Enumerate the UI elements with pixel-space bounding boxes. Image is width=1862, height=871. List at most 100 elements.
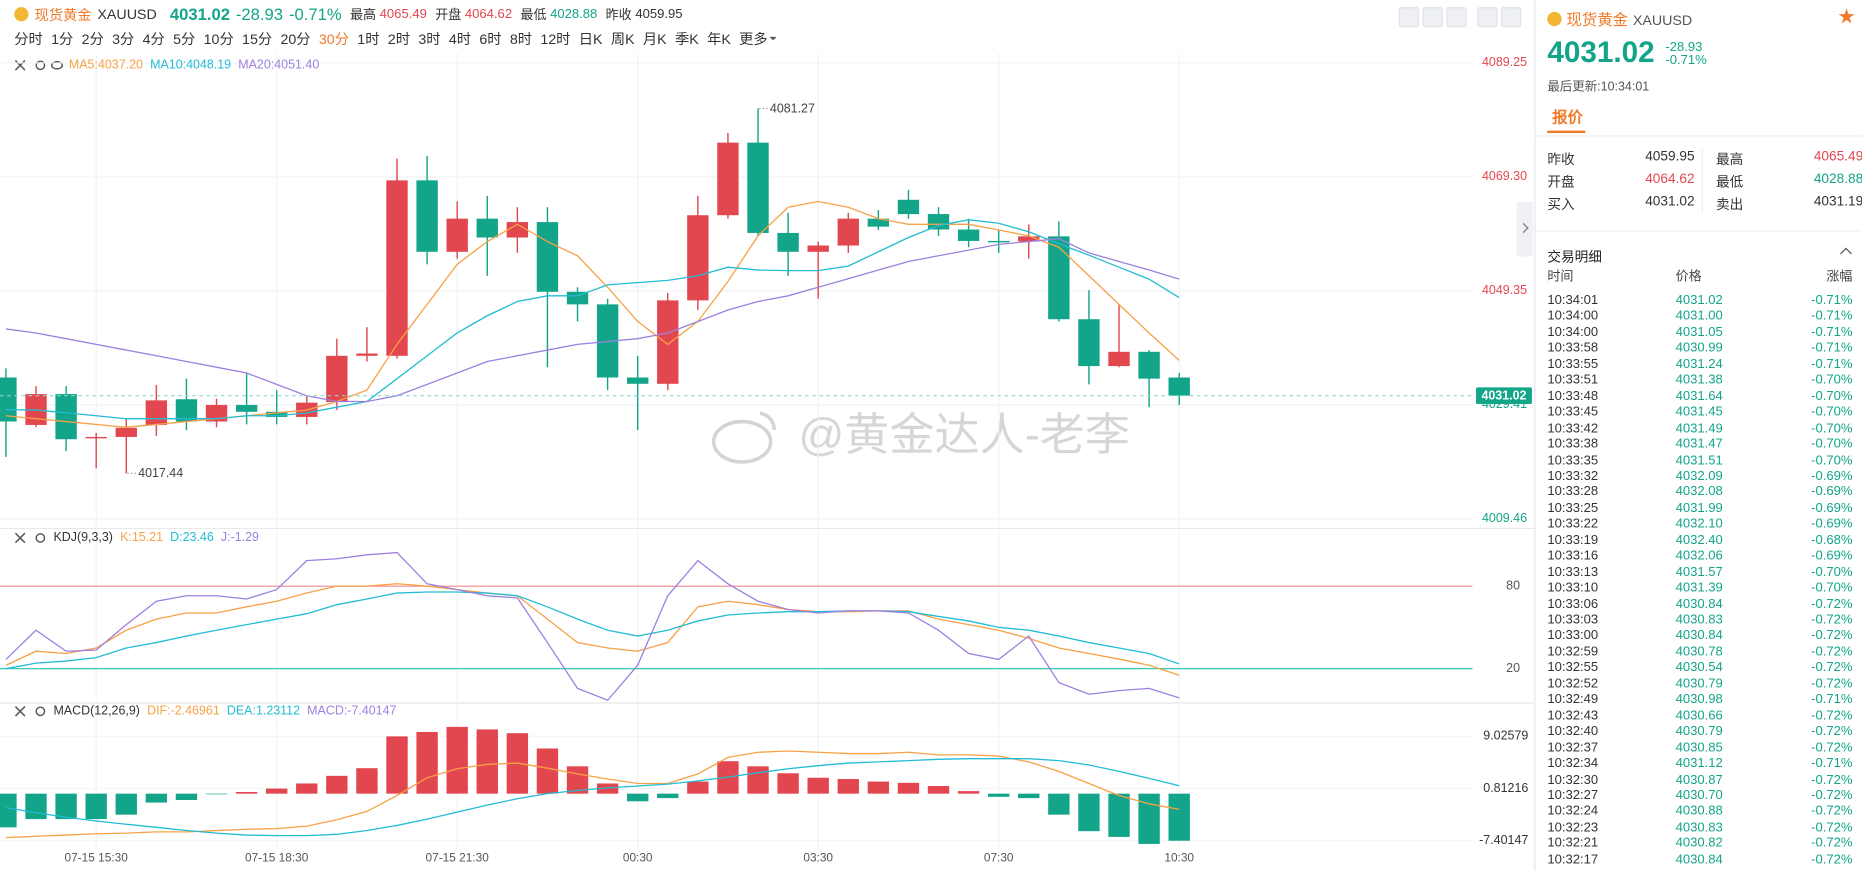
fullscreen-button[interactable] xyxy=(1477,7,1498,28)
timeframe[interactable]: 12时 xyxy=(540,30,571,48)
tab[interactable]: 报价 xyxy=(1547,108,1586,133)
trade-time: 10:32:17 xyxy=(1547,852,1599,867)
tool-button[interactable] xyxy=(1422,7,1443,28)
trade-price: 4031.99 xyxy=(1675,500,1723,516)
x-tick-label: 10:30 xyxy=(1164,851,1194,865)
timeframe[interactable]: 季K xyxy=(675,30,699,48)
trade-time: 10:33:32 xyxy=(1547,468,1599,484)
trade-price: 4030.84 xyxy=(1675,596,1723,612)
macd-bar xyxy=(386,736,408,794)
trade-change: -0.72% xyxy=(1811,804,1853,819)
macd-bar xyxy=(687,781,709,794)
candle-body xyxy=(1108,351,1130,367)
trade-time: 10:32:59 xyxy=(1547,644,1599,659)
timeframe[interactable]: 8时 xyxy=(509,30,533,48)
timeframe[interactable]: 月K xyxy=(642,30,667,48)
candle-body xyxy=(1048,236,1070,320)
timeframe[interactable]: 20分 xyxy=(280,30,311,48)
timeframe[interactable]: 10分 xyxy=(203,30,234,48)
candle-body xyxy=(205,404,228,422)
macd-bar xyxy=(446,726,468,794)
candle-body xyxy=(988,240,1010,243)
trade-time: 10:33:00 xyxy=(1547,628,1599,643)
trade-change: -0.70% xyxy=(1811,564,1853,580)
candle-body xyxy=(446,218,468,252)
trade-price: 4031.02 xyxy=(1675,293,1723,308)
timeframe[interactable]: 分时 xyxy=(14,30,43,48)
close-button[interactable] xyxy=(1501,7,1522,28)
candle-body xyxy=(777,232,799,252)
macd-bar xyxy=(25,793,47,820)
trade-time: 10:32:37 xyxy=(1547,740,1599,755)
trade-time: 10:33:19 xyxy=(1547,532,1599,548)
collapse-button[interactable] xyxy=(1516,201,1534,257)
macd-bar xyxy=(0,793,17,828)
stat-value: 4065.49 xyxy=(379,7,427,22)
timeframe[interactable]: 年K xyxy=(707,30,731,48)
kdj-line xyxy=(5,551,1180,702)
trade-row: 10:33:48 4031.64 -0.70% xyxy=(1547,389,1852,404)
x-tick-label: 07-15 18:30 xyxy=(245,851,309,865)
macd-bar xyxy=(1078,793,1100,832)
ma-line xyxy=(5,200,1180,428)
trade-row: 10:32:37 4030.85 -0.72% xyxy=(1547,741,1852,756)
timeframe[interactable]: 2分 xyxy=(81,30,104,48)
trade-price: 4032.06 xyxy=(1675,548,1723,564)
trade-time: 10:32:43 xyxy=(1547,708,1599,723)
timeframe[interactable]: 3分 xyxy=(112,30,135,48)
timeframe[interactable]: 3时 xyxy=(418,30,441,48)
trade-row: 10:33:19 4032.40 -0.68% xyxy=(1547,533,1852,548)
macd-bar xyxy=(1138,793,1160,844)
macd-bar xyxy=(85,793,107,820)
trade-row: 10:34:00 4031.05 -0.71% xyxy=(1547,325,1852,340)
timeframe[interactable]: 更多 xyxy=(739,29,777,48)
trade-change: -0.69% xyxy=(1811,516,1853,532)
trade-price: 4030.54 xyxy=(1675,660,1723,675)
timeframe[interactable]: 日K xyxy=(578,30,603,48)
tool-button[interactable] xyxy=(1398,7,1420,28)
macd-bar xyxy=(1048,793,1070,815)
trade-row: 10:34:01 4031.02 -0.71% xyxy=(1547,293,1852,308)
candle-body xyxy=(506,222,529,238)
timeframe[interactable]: 15分 xyxy=(242,30,273,48)
quote-value: 4059.95 xyxy=(1645,149,1695,164)
trade-time: 10:33:13 xyxy=(1547,564,1599,580)
tab-bar: 报价 xyxy=(1547,105,1852,133)
trade-change: -0.72% xyxy=(1811,708,1853,723)
quote-label: 开盘 xyxy=(1547,175,1575,190)
macd-bar xyxy=(1108,793,1130,837)
trade-time: 10:33:06 xyxy=(1547,596,1599,612)
trade-time: 10:33:35 xyxy=(1547,453,1599,468)
timeframe[interactable]: 4分 xyxy=(142,30,165,48)
trade-change: -0.70% xyxy=(1811,421,1853,436)
timeframe[interactable]: 2时 xyxy=(387,30,411,48)
timeframe[interactable]: 1时 xyxy=(357,30,380,48)
timeframe[interactable]: 6时 xyxy=(479,30,502,48)
quote-label: 最低 xyxy=(1715,175,1744,190)
trade-row: 10:33:42 4031.49 -0.70% xyxy=(1547,421,1852,436)
trade-time: 10:32:40 xyxy=(1547,724,1599,739)
trade-row: 10:32:30 4030.87 -0.72% xyxy=(1547,772,1852,787)
trade-change: -0.72% xyxy=(1811,724,1853,739)
trade-change: -0.72% xyxy=(1811,836,1853,851)
x-tick-label: 07-15 21:30 xyxy=(426,851,490,865)
ma-line xyxy=(5,238,1180,403)
trade-price: 4032.08 xyxy=(1675,484,1723,500)
quote-label: 最高 xyxy=(1715,153,1744,168)
trade-price: 4032.10 xyxy=(1675,516,1723,532)
macd-bar xyxy=(536,748,559,794)
timeframe[interactable]: 4时 xyxy=(448,30,472,48)
trade-row: 10:32:24 4030.88 -0.72% xyxy=(1547,804,1852,819)
symbol-bar: 现货黄金 XAUUSD 4031.02 -28.93 -0.71% 最高 4065… xyxy=(14,4,683,25)
timeframe[interactable]: 1分 xyxy=(51,30,74,48)
timeframe[interactable]: 5分 xyxy=(173,30,196,48)
timeframe[interactable]: 周K xyxy=(610,30,635,48)
trade-change: -0.72% xyxy=(1811,596,1853,612)
tool-button[interactable] xyxy=(1446,7,1467,28)
macd-bar xyxy=(175,793,198,801)
timeframe[interactable]: 30分 xyxy=(318,30,349,48)
kdj-line xyxy=(5,583,1180,676)
column-header: 涨幅 xyxy=(1826,269,1853,284)
trade-row: 10:33:55 4031.24 -0.71% xyxy=(1547,357,1852,372)
quote: 最低 4028.88 xyxy=(1716,172,1862,191)
